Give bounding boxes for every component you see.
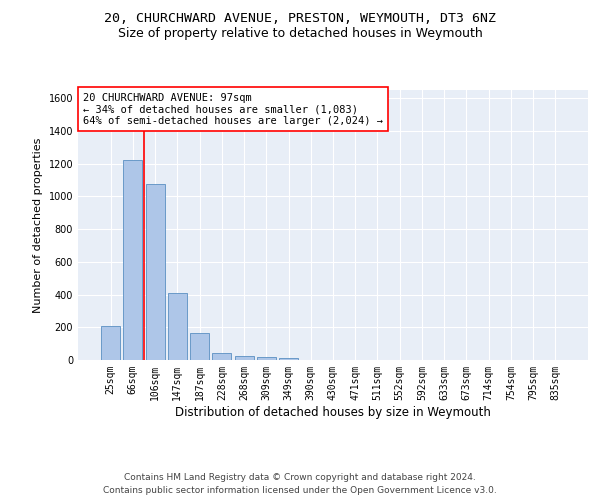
Text: 20 CHURCHWARD AVENUE: 97sqm
← 34% of detached houses are smaller (1,083)
64% of : 20 CHURCHWARD AVENUE: 97sqm ← 34% of det… bbox=[83, 92, 383, 126]
Text: 20, CHURCHWARD AVENUE, PRESTON, WEYMOUTH, DT3 6NZ: 20, CHURCHWARD AVENUE, PRESTON, WEYMOUTH… bbox=[104, 12, 496, 26]
Text: Contains public sector information licensed under the Open Government Licence v3: Contains public sector information licen… bbox=[103, 486, 497, 495]
Bar bbox=[212, 352, 231, 360]
Bar bbox=[257, 357, 276, 360]
Bar bbox=[235, 356, 254, 360]
Bar bbox=[190, 334, 209, 360]
Bar bbox=[101, 326, 120, 360]
Text: Size of property relative to detached houses in Weymouth: Size of property relative to detached ho… bbox=[118, 28, 482, 40]
Bar bbox=[168, 293, 187, 360]
X-axis label: Distribution of detached houses by size in Weymouth: Distribution of detached houses by size … bbox=[175, 406, 491, 418]
Text: Contains HM Land Registry data © Crown copyright and database right 2024.: Contains HM Land Registry data © Crown c… bbox=[124, 472, 476, 482]
Y-axis label: Number of detached properties: Number of detached properties bbox=[33, 138, 43, 312]
Bar bbox=[279, 358, 298, 360]
Bar bbox=[146, 184, 164, 360]
Bar bbox=[124, 160, 142, 360]
